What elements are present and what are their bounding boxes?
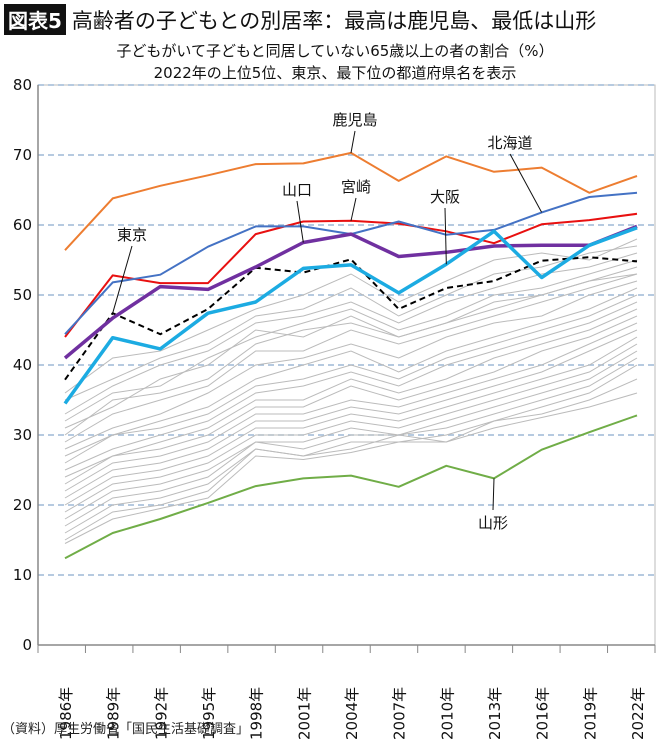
chart-title: 図表5 高齢者の子どもとの別居率：最高は鹿児島、最低は山形: [4, 4, 596, 35]
other-prefecture-line: [64, 336, 638, 506]
leader-line: [350, 130, 356, 153]
series-label: 北海道: [487, 134, 532, 152]
other-prefecture-line: [64, 308, 638, 478]
x-tick-label: 2007年: [391, 687, 409, 740]
series-label: 山口: [282, 181, 312, 199]
series-line-山口: [63, 224, 638, 360]
other-prefecture-line: [64, 252, 638, 415]
other-prefecture-line: [64, 378, 638, 541]
other-prefecture-line: [64, 294, 638, 464]
other-prefecture-line: [64, 287, 638, 457]
figure-badge: 図表5: [4, 4, 66, 35]
y-tick-label: 60: [13, 216, 32, 234]
chart-subtitle-1: 子どもがいて子どもと同居していない65歳以上の者の割合（%）: [116, 42, 554, 60]
y-tick-label: 40: [13, 356, 32, 374]
x-tick-label: 2022年: [629, 687, 647, 740]
headline: 高齢者の子どもとの別居率：最高は鹿児島、最低は山形: [71, 8, 597, 33]
x-tick-label: 1998年: [248, 687, 266, 740]
series-label: 宮崎: [341, 178, 371, 196]
other-prefecture-line: [64, 280, 638, 450]
other-prefecture-line: [64, 343, 638, 513]
leader-line: [444, 207, 447, 265]
x-tick-label: 2016年: [534, 687, 552, 740]
other-prefecture-line: [64, 259, 638, 422]
y-tick-label: 0: [22, 636, 32, 654]
leader-line: [509, 153, 543, 213]
x-tick-label: 2004年: [343, 687, 361, 740]
series-line-大阪: [63, 226, 638, 405]
series-label: 大阪: [430, 188, 460, 206]
other-prefecture-line: [64, 315, 638, 485]
other-prefecture-line: [64, 245, 638, 401]
y-tick-label: 70: [13, 146, 32, 164]
series-line-東京: [64, 256, 638, 381]
x-tick-label: 1992年: [152, 687, 170, 740]
leader-line: [112, 245, 133, 314]
leader-line: [296, 200, 304, 243]
x-tick-label: 1995年: [200, 687, 218, 740]
other-prefecture-line: [64, 301, 638, 471]
y-tick-label: 80: [13, 76, 32, 94]
chart-subtitle-2: 2022年の上位5位、東京、最下位の都道府県名を表示: [153, 64, 517, 82]
other-prefecture-line: [64, 322, 638, 492]
leader-line: [492, 478, 495, 511]
series-label: 山形: [478, 514, 508, 532]
x-tick-label: 1986年: [57, 687, 75, 740]
x-tick-label: 2013年: [486, 687, 504, 740]
other-prefecture-line: [64, 273, 638, 429]
series-line-山形: [64, 414, 638, 560]
x-tick-label: 1989年: [105, 687, 123, 740]
other-prefecture-line: [64, 329, 638, 499]
y-tick-label: 20: [13, 496, 32, 514]
other-prefecture-line: [64, 364, 638, 534]
y-tick-label: 50: [13, 286, 32, 304]
x-tick-label: 2010年: [438, 687, 456, 740]
other-prefecture-line: [64, 357, 638, 527]
series-label: 東京: [117, 226, 147, 244]
y-tick-label: 10: [13, 566, 32, 584]
x-tick-label: 2001年: [295, 687, 313, 740]
other-prefecture-line: [64, 273, 638, 443]
other-prefecture-line: [64, 392, 638, 544]
leader-line: [350, 197, 357, 221]
y-tick-label: 30: [13, 426, 32, 444]
other-prefecture-line: [64, 238, 638, 394]
other-prefecture-line: [64, 350, 638, 520]
series-label: 鹿児島: [332, 111, 377, 129]
source-note: （資料）厚生労働省「国民生活基礎調査」: [2, 722, 250, 737]
x-tick-label: 2019年: [581, 687, 599, 740]
